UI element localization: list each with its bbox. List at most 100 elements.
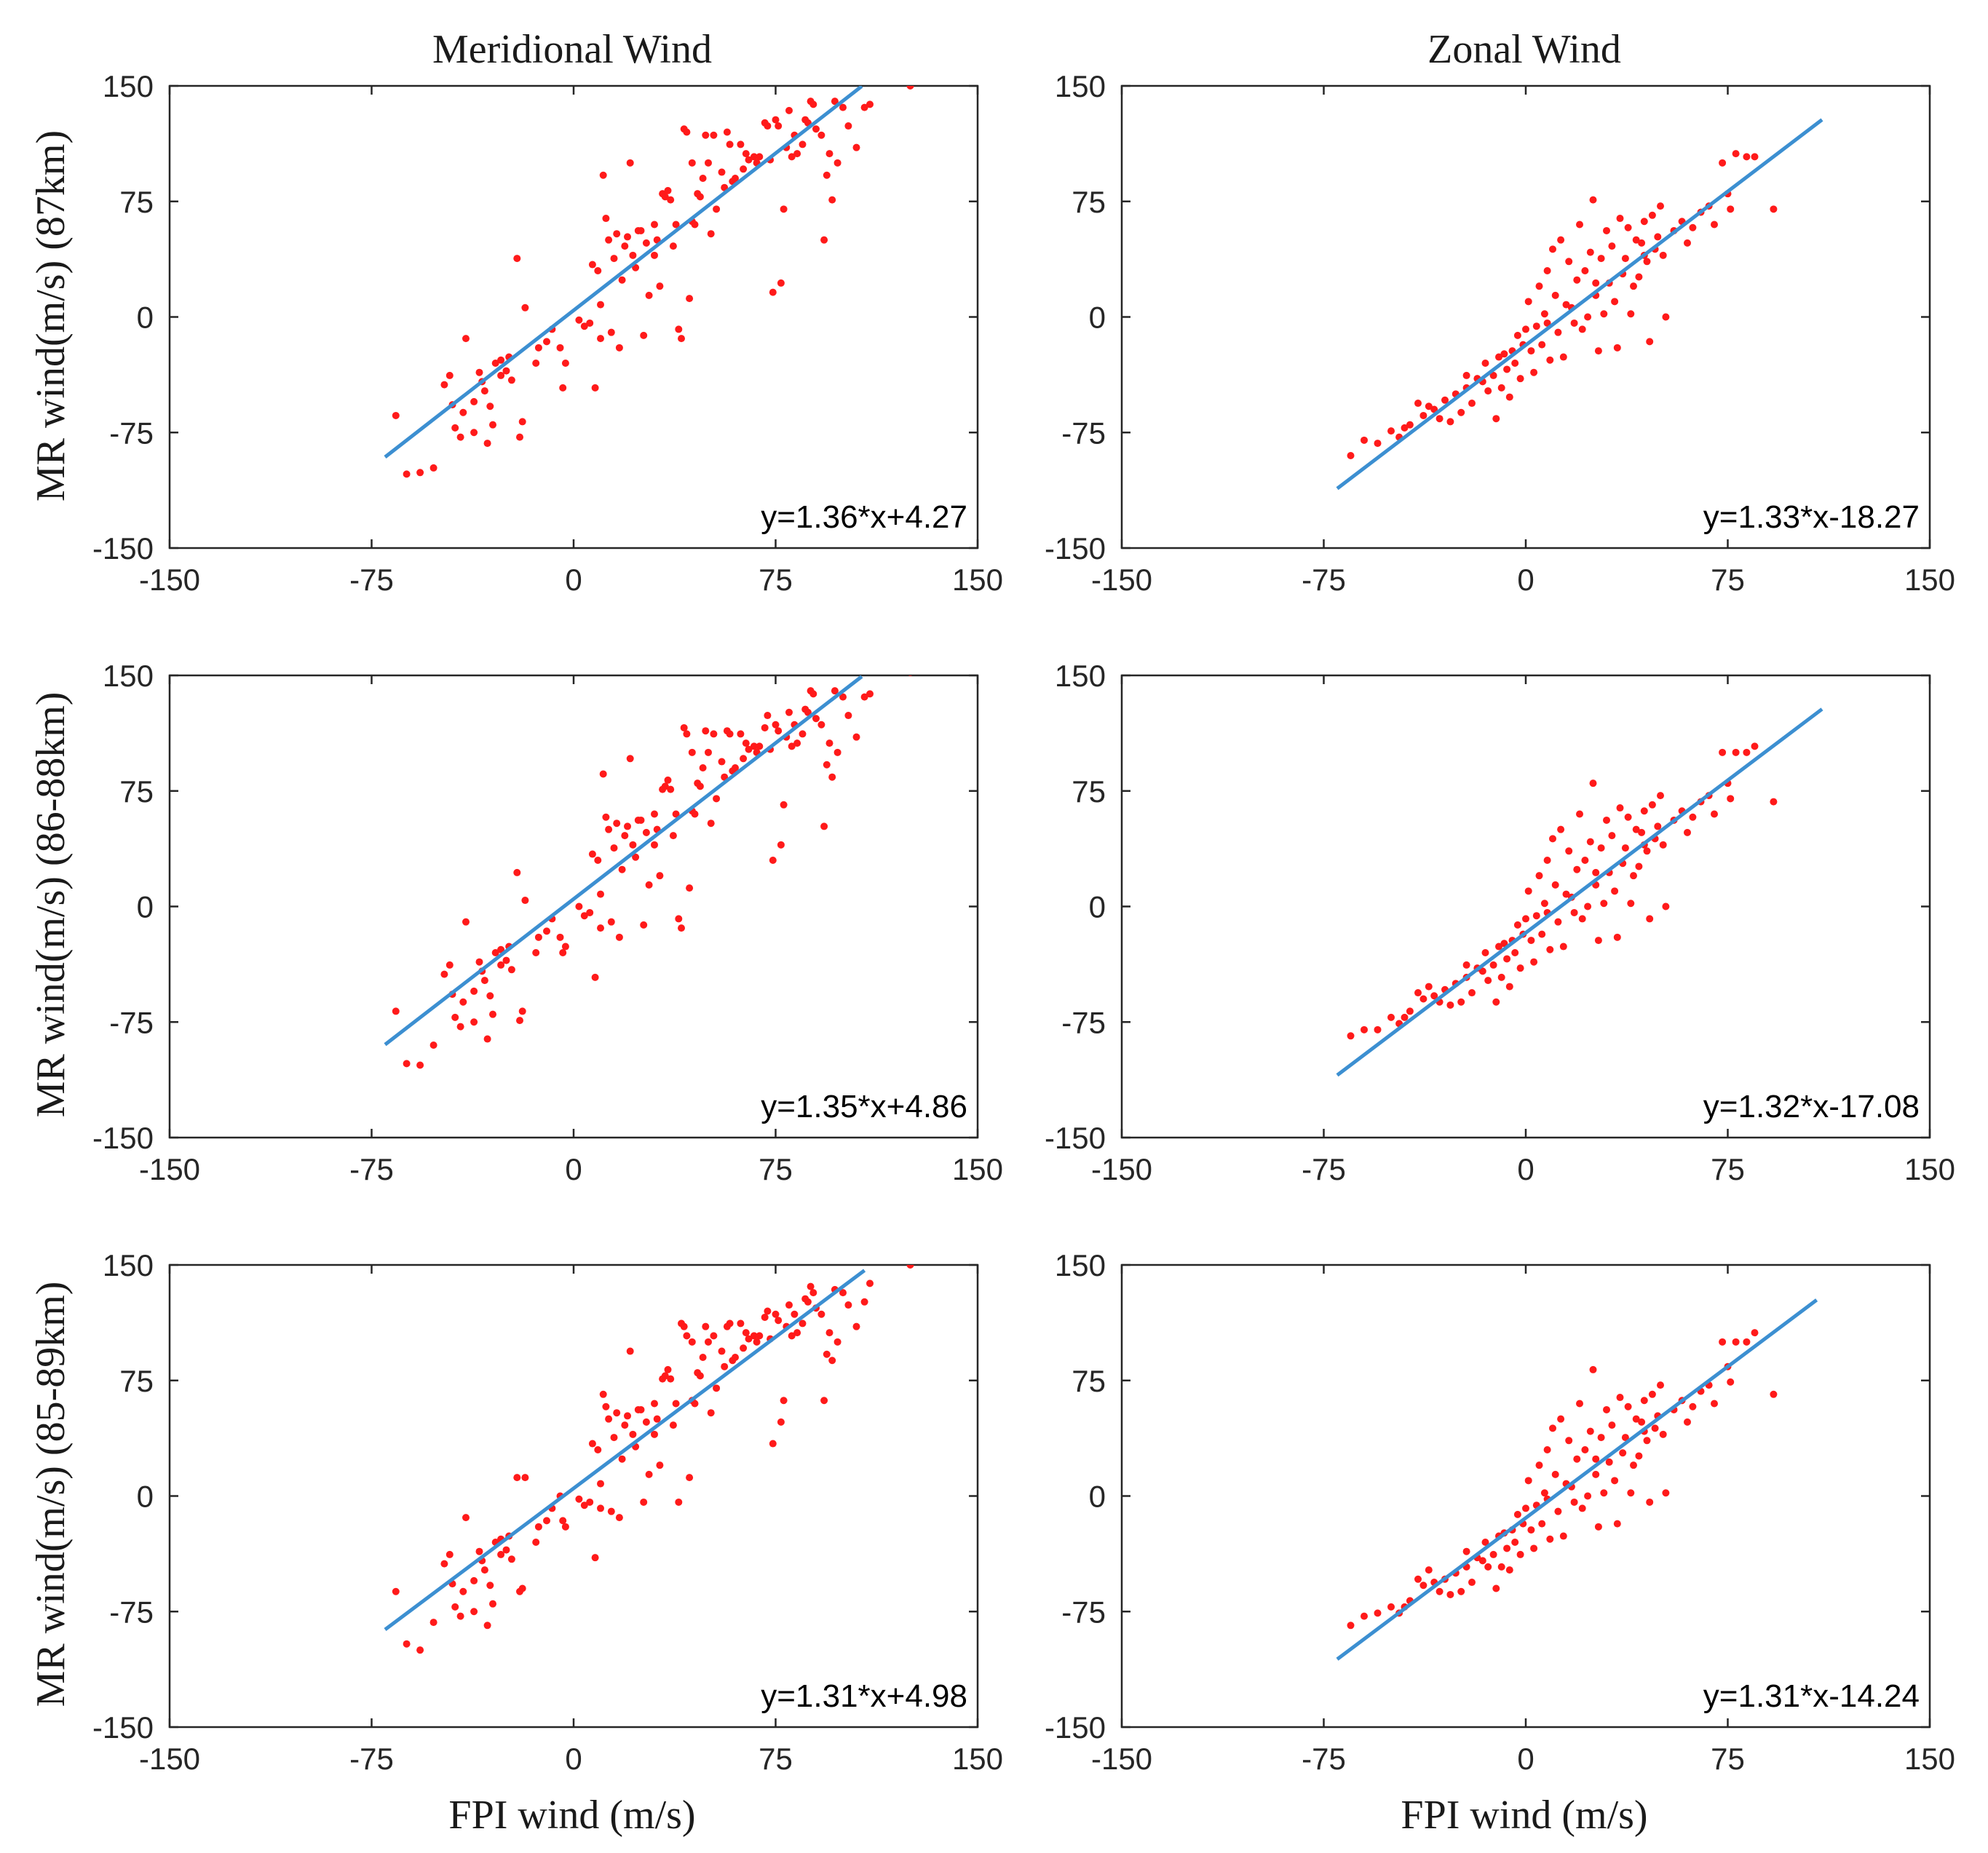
scatter-point [732, 1354, 739, 1361]
scatter-point [844, 712, 852, 719]
scatter-point [557, 934, 564, 941]
scatter-point [713, 205, 720, 213]
scatter-point [1603, 817, 1610, 824]
scatter-point [627, 1348, 634, 1355]
x-tick-label: 0 [565, 1742, 582, 1776]
scatter-point [1387, 427, 1395, 435]
scatter-point [1414, 1576, 1422, 1583]
scatter-point [1635, 862, 1642, 870]
x-tick-label: 150 [952, 563, 1003, 597]
scatter-point [737, 1320, 744, 1327]
scatter-point [1546, 1536, 1553, 1543]
scatter-point [543, 338, 550, 345]
scatter-point [600, 172, 607, 179]
scatter-point [457, 434, 464, 441]
scatter-point [1617, 215, 1624, 222]
scatter-point [1751, 153, 1759, 160]
scatter-point [817, 1311, 825, 1318]
scatter-point [1573, 277, 1580, 284]
scatter-point [1565, 258, 1572, 265]
scatter-point [823, 1351, 831, 1358]
scatter-point [705, 159, 712, 167]
scatter-point [1500, 350, 1508, 357]
scatter-point [1684, 829, 1691, 836]
scatter-point [416, 1062, 424, 1069]
scatter-point [1546, 357, 1553, 364]
scatter-point [1689, 1403, 1696, 1410]
scatter-point [1517, 1551, 1524, 1558]
scatter-point [1554, 918, 1561, 926]
scatter-point [624, 233, 631, 240]
scatter-point [1743, 749, 1750, 756]
scatter-point [476, 959, 483, 966]
y-tick-label: 150 [103, 659, 154, 693]
scatter-point [775, 727, 782, 734]
scatter-point [605, 1416, 612, 1423]
scatter-point [1576, 811, 1583, 818]
figure: Meridional Wind Zonal Wind MR wind(m/s) … [0, 0, 1988, 1853]
scatter-point [820, 822, 828, 830]
scatter-point [1635, 273, 1642, 280]
y-tick-label: 150 [103, 69, 154, 103]
scatter-point [1554, 1508, 1561, 1515]
scatter-point [597, 891, 604, 898]
scatter-point [446, 961, 454, 969]
scatter-point [589, 1440, 596, 1448]
scatter-point [597, 335, 604, 342]
scatter-point [826, 739, 833, 747]
scatter-point [809, 690, 817, 697]
scatter-point [543, 1517, 550, 1524]
scatter-point [508, 966, 515, 973]
y-tick-label: 150 [1055, 69, 1106, 103]
scatter-point [1719, 749, 1726, 756]
scatter-point [1546, 946, 1553, 953]
scatter-point [430, 464, 437, 472]
scatter-point [1646, 338, 1653, 345]
scatter-point [683, 730, 690, 737]
scatter-point [1600, 310, 1607, 317]
scatter-point [451, 1014, 459, 1021]
scatter-point [1657, 1381, 1664, 1389]
scatter-point [764, 122, 771, 130]
scatter-point [700, 764, 707, 771]
scatter-point [1662, 314, 1669, 321]
scatter-point [702, 1323, 709, 1330]
scatter-point [780, 1397, 788, 1404]
scatter-point [820, 237, 828, 244]
scatter-point [1541, 900, 1548, 907]
scatter-point [834, 159, 841, 167]
scatter-point [1530, 369, 1537, 376]
scatter-point [470, 429, 478, 436]
scatter-point [562, 360, 569, 367]
scatter-point [1614, 934, 1621, 941]
scatter-point [724, 129, 731, 136]
scatter-point [1627, 1489, 1634, 1496]
y-tick-label: 150 [103, 1248, 154, 1282]
scatter-point [1625, 814, 1632, 821]
scatter-point [403, 470, 411, 477]
x-tick-label: -75 [349, 1152, 394, 1186]
scatter-point [1727, 795, 1734, 802]
scatter-point [1514, 332, 1521, 339]
scatter-point [516, 1017, 523, 1024]
scatter-point [1649, 1391, 1656, 1398]
scatter-point [1506, 983, 1513, 991]
scatter-point [484, 440, 491, 447]
scatter-point [726, 140, 734, 148]
scatter-point [532, 1539, 539, 1546]
scatter-point [513, 255, 520, 262]
scatter-point [740, 165, 747, 172]
scatter-point [1425, 1566, 1433, 1574]
scatter-point [1587, 1428, 1594, 1435]
scatter-point [586, 1499, 593, 1506]
scatter-point [602, 215, 609, 222]
scatter-point [812, 125, 820, 132]
scatter-point [1662, 1489, 1669, 1496]
scatter-point [1587, 838, 1594, 846]
y-tick-label: -150 [1045, 1121, 1106, 1155]
scatter-point [1544, 267, 1551, 274]
scatter-point [686, 884, 693, 892]
scatter-point [1552, 881, 1559, 889]
y-tick-label: -75 [1061, 1595, 1106, 1629]
x-tick-label: 0 [565, 563, 582, 597]
